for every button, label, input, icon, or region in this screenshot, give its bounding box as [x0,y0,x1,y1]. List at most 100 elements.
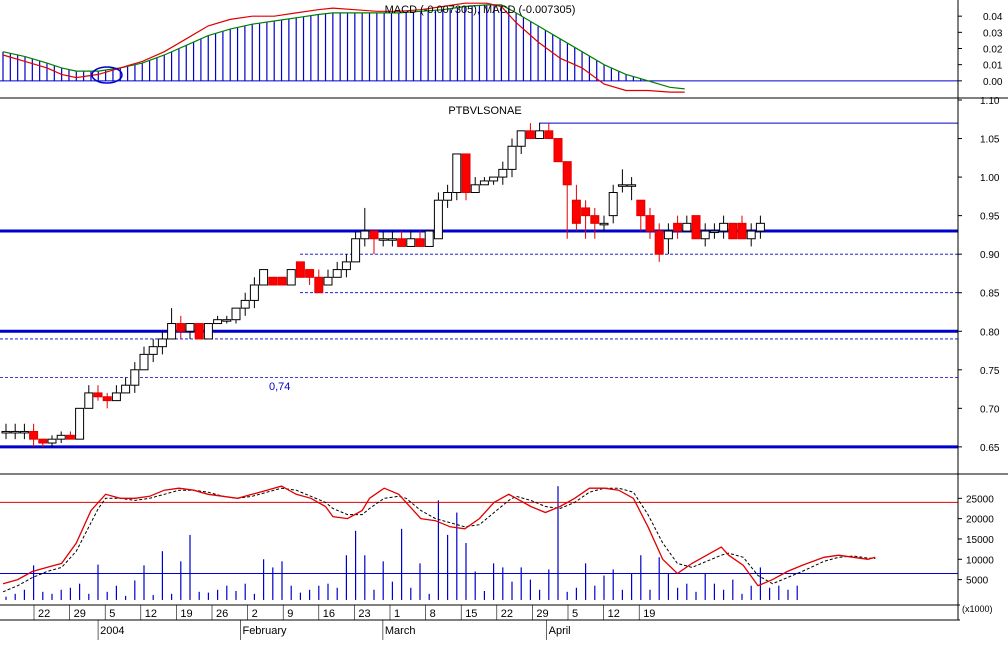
candle-body [65,434,75,440]
x-day-label: 12 [145,608,157,620]
candle-body [682,222,692,232]
x-day-label: 1 [394,608,400,620]
candle-body [424,230,434,247]
candle-body [277,276,287,286]
candle-body [369,230,379,240]
candle-body [93,392,103,398]
candle-body [728,222,738,240]
candle-body [470,184,480,194]
candle-body [378,238,388,241]
x-day-label: 26 [216,608,228,620]
candle-body [203,323,213,340]
candle-body [525,130,535,140]
x-month-label: April [549,625,571,637]
price-ytick-label: 1.00 [980,173,1000,184]
candle-body [332,269,342,278]
candle-body [139,353,149,371]
candle-body [645,215,655,232]
candle-body [397,238,407,247]
candle-body [185,323,195,332]
candle-body [213,319,223,325]
candle-body [84,392,94,409]
x-day-label: 5 [109,608,115,620]
macd-line [2,2,685,93]
candle-body [673,222,683,232]
candle-body [700,230,710,240]
price-ytick-label: 0.90 [980,250,1000,261]
candle-body [553,138,563,163]
candle-body [746,230,756,240]
candle-body [691,215,701,240]
candle-body [507,145,517,170]
x-day-label: 5 [572,608,578,620]
macd-signal-line [2,4,685,90]
candle-body [240,299,250,309]
candle-body [176,323,186,332]
price-ytick-label: 0.95 [980,212,1000,223]
candle-body [516,130,526,147]
volume-ytick-label: 10000 [966,555,994,566]
candle-body [194,323,204,340]
candle-body [75,407,85,440]
macd-ytick-label: 0.02 [983,45,1003,56]
candle-body [56,434,66,440]
candle-body [654,230,664,255]
candle-body [627,184,637,187]
price-title: PTBVLSONAE [448,105,521,117]
x-day-label: 15 [465,608,477,620]
candle-body [323,276,333,286]
candle-body [29,430,39,440]
x-day-label: 22 [501,608,513,620]
volume-unit-label: (x1000) [962,604,993,614]
candle-body [617,184,627,187]
candle-body [268,276,278,286]
x-day-label: 29 [74,608,86,620]
x-month-label: February [242,625,287,637]
candle-body [341,261,351,271]
candle-body [571,199,581,224]
price-ytick-label: 0.75 [980,366,1000,377]
candle-body [102,396,112,402]
x-day-label: 9 [287,608,293,620]
candle-body [121,384,131,394]
candle-body [544,130,554,140]
candle-body [719,222,729,232]
volume-ytick-label: 25000 [966,494,994,505]
macd-ytick-label: 0.04 [983,12,1003,23]
price-ytick-label: 0.85 [980,289,1000,300]
candle-body [535,130,545,140]
candle-body [599,222,609,226]
candle-body [663,230,673,240]
price-annotation: 0,74 [269,381,290,393]
x-day-label: 2 [252,608,258,620]
candle-body [489,176,499,182]
candle-body [222,319,232,322]
candle-body [636,199,646,217]
price-ytick-label: 0.65 [980,443,1000,454]
candle-body [1,430,11,434]
macd-ytick-label: 0.00 [983,77,1003,88]
macd-ytick-label: 0.01 [983,61,1003,72]
candle-body [231,307,241,321]
candle-body [259,269,269,286]
macd-crossover-circle [91,66,123,84]
price-panel: 1.10 1.05 1.00 0.95 0.90 0.85 0.80 0.75 0.70 0.65 [0,96,1000,454]
candle-body [581,207,591,217]
price-ytick-label: 0.70 [980,404,1000,415]
candle-body [608,192,618,217]
candle-body [157,338,167,348]
x-day-label: 12 [608,608,620,620]
candle-body [249,284,259,301]
candle-body [295,261,305,278]
candle-body [590,215,600,224]
x-day-label: 29 [536,608,548,620]
candle-body [415,238,425,247]
volume-panel: 25000 20000 15000 10000 5000 [0,485,994,600]
volume-ytick-label: 15000 [966,535,994,546]
candle-body [443,192,453,201]
candle-body [148,346,158,355]
price-ytick-label: 0.80 [980,327,1000,338]
stochastic-d-line [2,487,876,593]
